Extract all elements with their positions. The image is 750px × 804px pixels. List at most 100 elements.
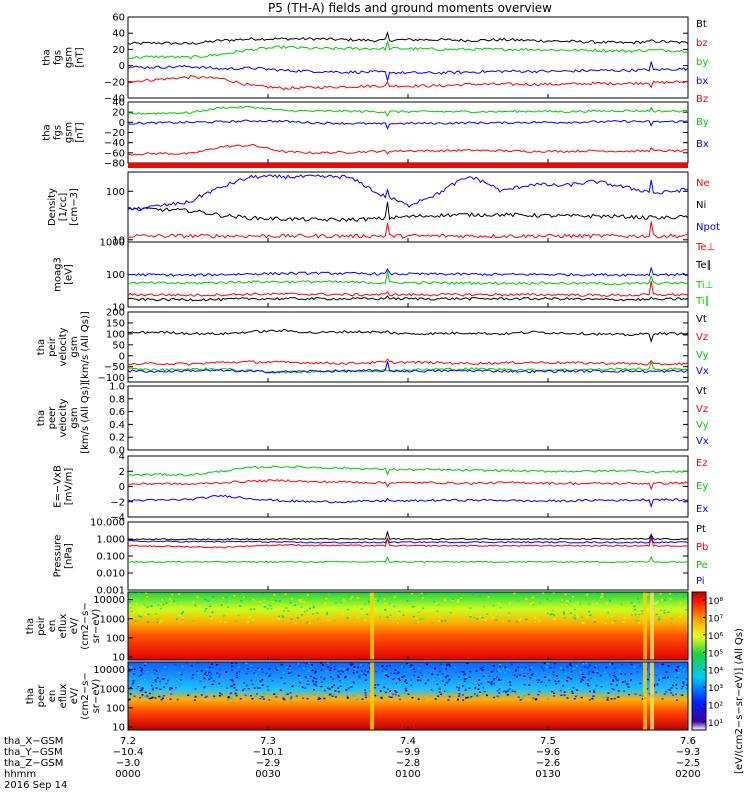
spectrogram-speckle xyxy=(412,668,415,671)
spectrogram-speckle xyxy=(596,599,598,601)
spectrogram-speckle xyxy=(361,698,364,700)
spectrogram-speckle xyxy=(315,685,318,687)
spectrogram-speckle xyxy=(210,673,213,675)
spectrogram-speckle xyxy=(342,670,345,673)
spectrogram-speckle xyxy=(549,666,552,669)
spectrogram-speckle xyxy=(463,678,466,680)
spectrogram-speckle xyxy=(634,693,637,695)
y-tick-label: 0 xyxy=(119,482,125,493)
spectrogram-speckle xyxy=(667,676,669,679)
spectrogram-speckle xyxy=(157,604,160,606)
y-tick-label: 0.4 xyxy=(109,420,125,431)
spectrogram-speckle xyxy=(443,671,446,673)
spectrogram-speckle xyxy=(468,676,471,678)
spectrogram-speckle xyxy=(596,672,599,674)
spectrogram-speckle xyxy=(576,616,579,618)
spectrogram-speckle xyxy=(279,689,282,691)
spectrogram-speckle xyxy=(504,690,507,693)
spectrogram-speckle xyxy=(641,612,644,615)
spectrogram-speckle xyxy=(386,616,389,618)
spectrogram-speckle xyxy=(204,610,207,612)
spectrogram-speckle xyxy=(581,616,584,618)
spectrogram-speckle xyxy=(208,678,211,681)
spectrogram-speckle xyxy=(632,686,635,688)
x-axis-tick-value: −2.9 xyxy=(256,758,280,769)
spectrogram-speckle xyxy=(280,603,283,606)
spectrogram-speckle xyxy=(457,681,460,684)
spectrogram-speckle xyxy=(166,679,169,682)
spectrogram-speckle xyxy=(656,598,659,600)
spectrogram-speckle xyxy=(398,610,401,613)
spectrogram-speckle xyxy=(462,699,465,701)
spectrogram-speckle xyxy=(129,601,132,603)
spectrogram-speckle xyxy=(553,666,556,669)
spectrogram-speckle xyxy=(156,621,159,624)
spectrogram-speckle xyxy=(212,676,215,679)
spectrogram-speckle xyxy=(636,688,639,690)
spectrogram-speckle xyxy=(459,681,462,684)
spectrogram-speckle xyxy=(419,618,422,621)
spectrogram-speckle xyxy=(244,694,247,697)
spectrogram-speckle xyxy=(258,687,261,689)
spectrogram-speckle xyxy=(423,662,426,665)
spectrogram-speckle xyxy=(302,620,305,623)
spectrogram-speckle xyxy=(582,663,585,665)
spectrogram-speckle xyxy=(305,662,308,665)
spectrogram-speckle xyxy=(493,678,496,680)
spectrogram-speckle xyxy=(514,690,516,693)
y-axis-label-line: velocity xyxy=(58,327,69,366)
spectrogram-speckle xyxy=(552,592,555,594)
x-axis-row-label: tha_Z−GSM xyxy=(4,758,63,769)
spectrogram-speckle xyxy=(582,676,585,678)
series-line-2 xyxy=(128,75,689,91)
series-line-2 xyxy=(127,271,689,286)
spectrogram-speckle xyxy=(298,665,301,668)
spectrogram-speckle xyxy=(519,699,522,701)
spectrogram-speckle xyxy=(412,664,415,666)
spectrogram-speckle xyxy=(538,679,541,682)
spectrogram-speckle xyxy=(497,670,500,672)
spectrogram-speckle xyxy=(205,695,208,698)
spectrogram-speckle xyxy=(162,681,165,683)
spectrogram-speckle xyxy=(608,673,611,676)
spectrogram-speckle xyxy=(397,622,399,624)
series-line-1 xyxy=(127,31,689,45)
spectrogram-speckle xyxy=(639,694,642,696)
spectrogram-speckle xyxy=(682,682,685,684)
spectrogram-speckle xyxy=(323,677,326,679)
spectrogram-speckle xyxy=(481,618,484,620)
spectrogram-speckle xyxy=(544,676,547,678)
spectrogram-event-stripe xyxy=(643,662,647,730)
legend-entry: Pi xyxy=(696,576,705,587)
spectrogram-speckle xyxy=(576,614,578,616)
spectrogram-speckle xyxy=(492,679,495,681)
spectrogram-speckle xyxy=(236,612,238,614)
spectrogram-speckle xyxy=(299,600,302,603)
spectrogram-speckle xyxy=(605,666,608,669)
spectrogram-speckle xyxy=(404,598,407,600)
spectrogram-speckle xyxy=(670,617,673,620)
spectrogram-speckle xyxy=(397,678,400,680)
spectrogram-speckle xyxy=(631,612,634,615)
spectrogram-speckle xyxy=(603,671,606,674)
spectrogram-speckle xyxy=(604,595,606,598)
spectrogram-speckle xyxy=(663,612,666,614)
spectrogram-speckle xyxy=(383,669,386,672)
spectrogram-speckle xyxy=(219,668,222,671)
spectrogram-speckle xyxy=(418,612,421,614)
spectrogram-speckle xyxy=(219,692,222,695)
spectrogram-speckle xyxy=(534,698,537,701)
spectrogram-speckle xyxy=(449,611,452,614)
spectrogram-speckle xyxy=(306,697,309,700)
spectrogram-speckle xyxy=(410,684,413,687)
spectrogram-speckle xyxy=(320,669,323,671)
spectrogram-speckle xyxy=(613,671,616,674)
spectrogram-speckle xyxy=(605,682,608,685)
spectrogram-speckle xyxy=(481,669,484,671)
spectrogram-speckle xyxy=(329,676,332,678)
spectrogram-speckle xyxy=(191,677,194,679)
spectrogram-speckle xyxy=(160,698,163,701)
y-axis-label-line: en xyxy=(47,690,58,703)
spectrogram-speckle xyxy=(605,696,608,698)
spectrogram-speckle xyxy=(231,679,234,682)
